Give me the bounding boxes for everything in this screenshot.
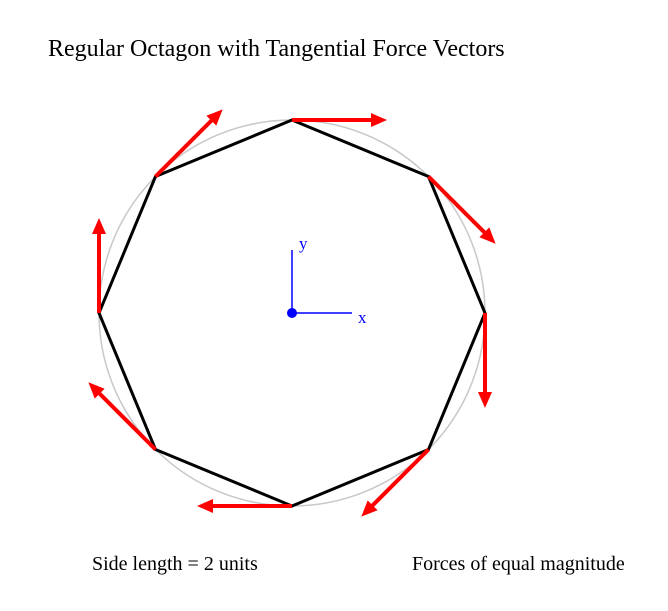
x-axis-label: x [358, 308, 367, 327]
force-arrowhead-3 [478, 392, 492, 408]
diagram-title: Regular Octagon with Tangential Force Ve… [48, 36, 505, 62]
coordinate-axes: x y [287, 234, 367, 327]
forces-caption: Forces of equal magnitude [412, 553, 625, 575]
force-arrowhead-2 [479, 227, 496, 244]
force-vector-8 [154, 114, 218, 178]
force-arrowhead-8 [206, 109, 223, 126]
side-length-caption: Side length = 2 units [92, 553, 258, 575]
force-arrowhead-6 [88, 382, 105, 399]
force-vectors [88, 109, 496, 517]
force-vector-6 [93, 387, 157, 451]
force-vector-4 [366, 448, 430, 512]
y-axis-label: y [299, 234, 308, 253]
force-arrowhead-4 [361, 500, 378, 517]
force-arrowhead-7 [92, 218, 106, 234]
force-vector-2 [427, 175, 491, 239]
force-arrowhead-5 [197, 499, 213, 513]
origin-dot [287, 308, 297, 318]
force-arrowhead-1 [371, 113, 387, 127]
